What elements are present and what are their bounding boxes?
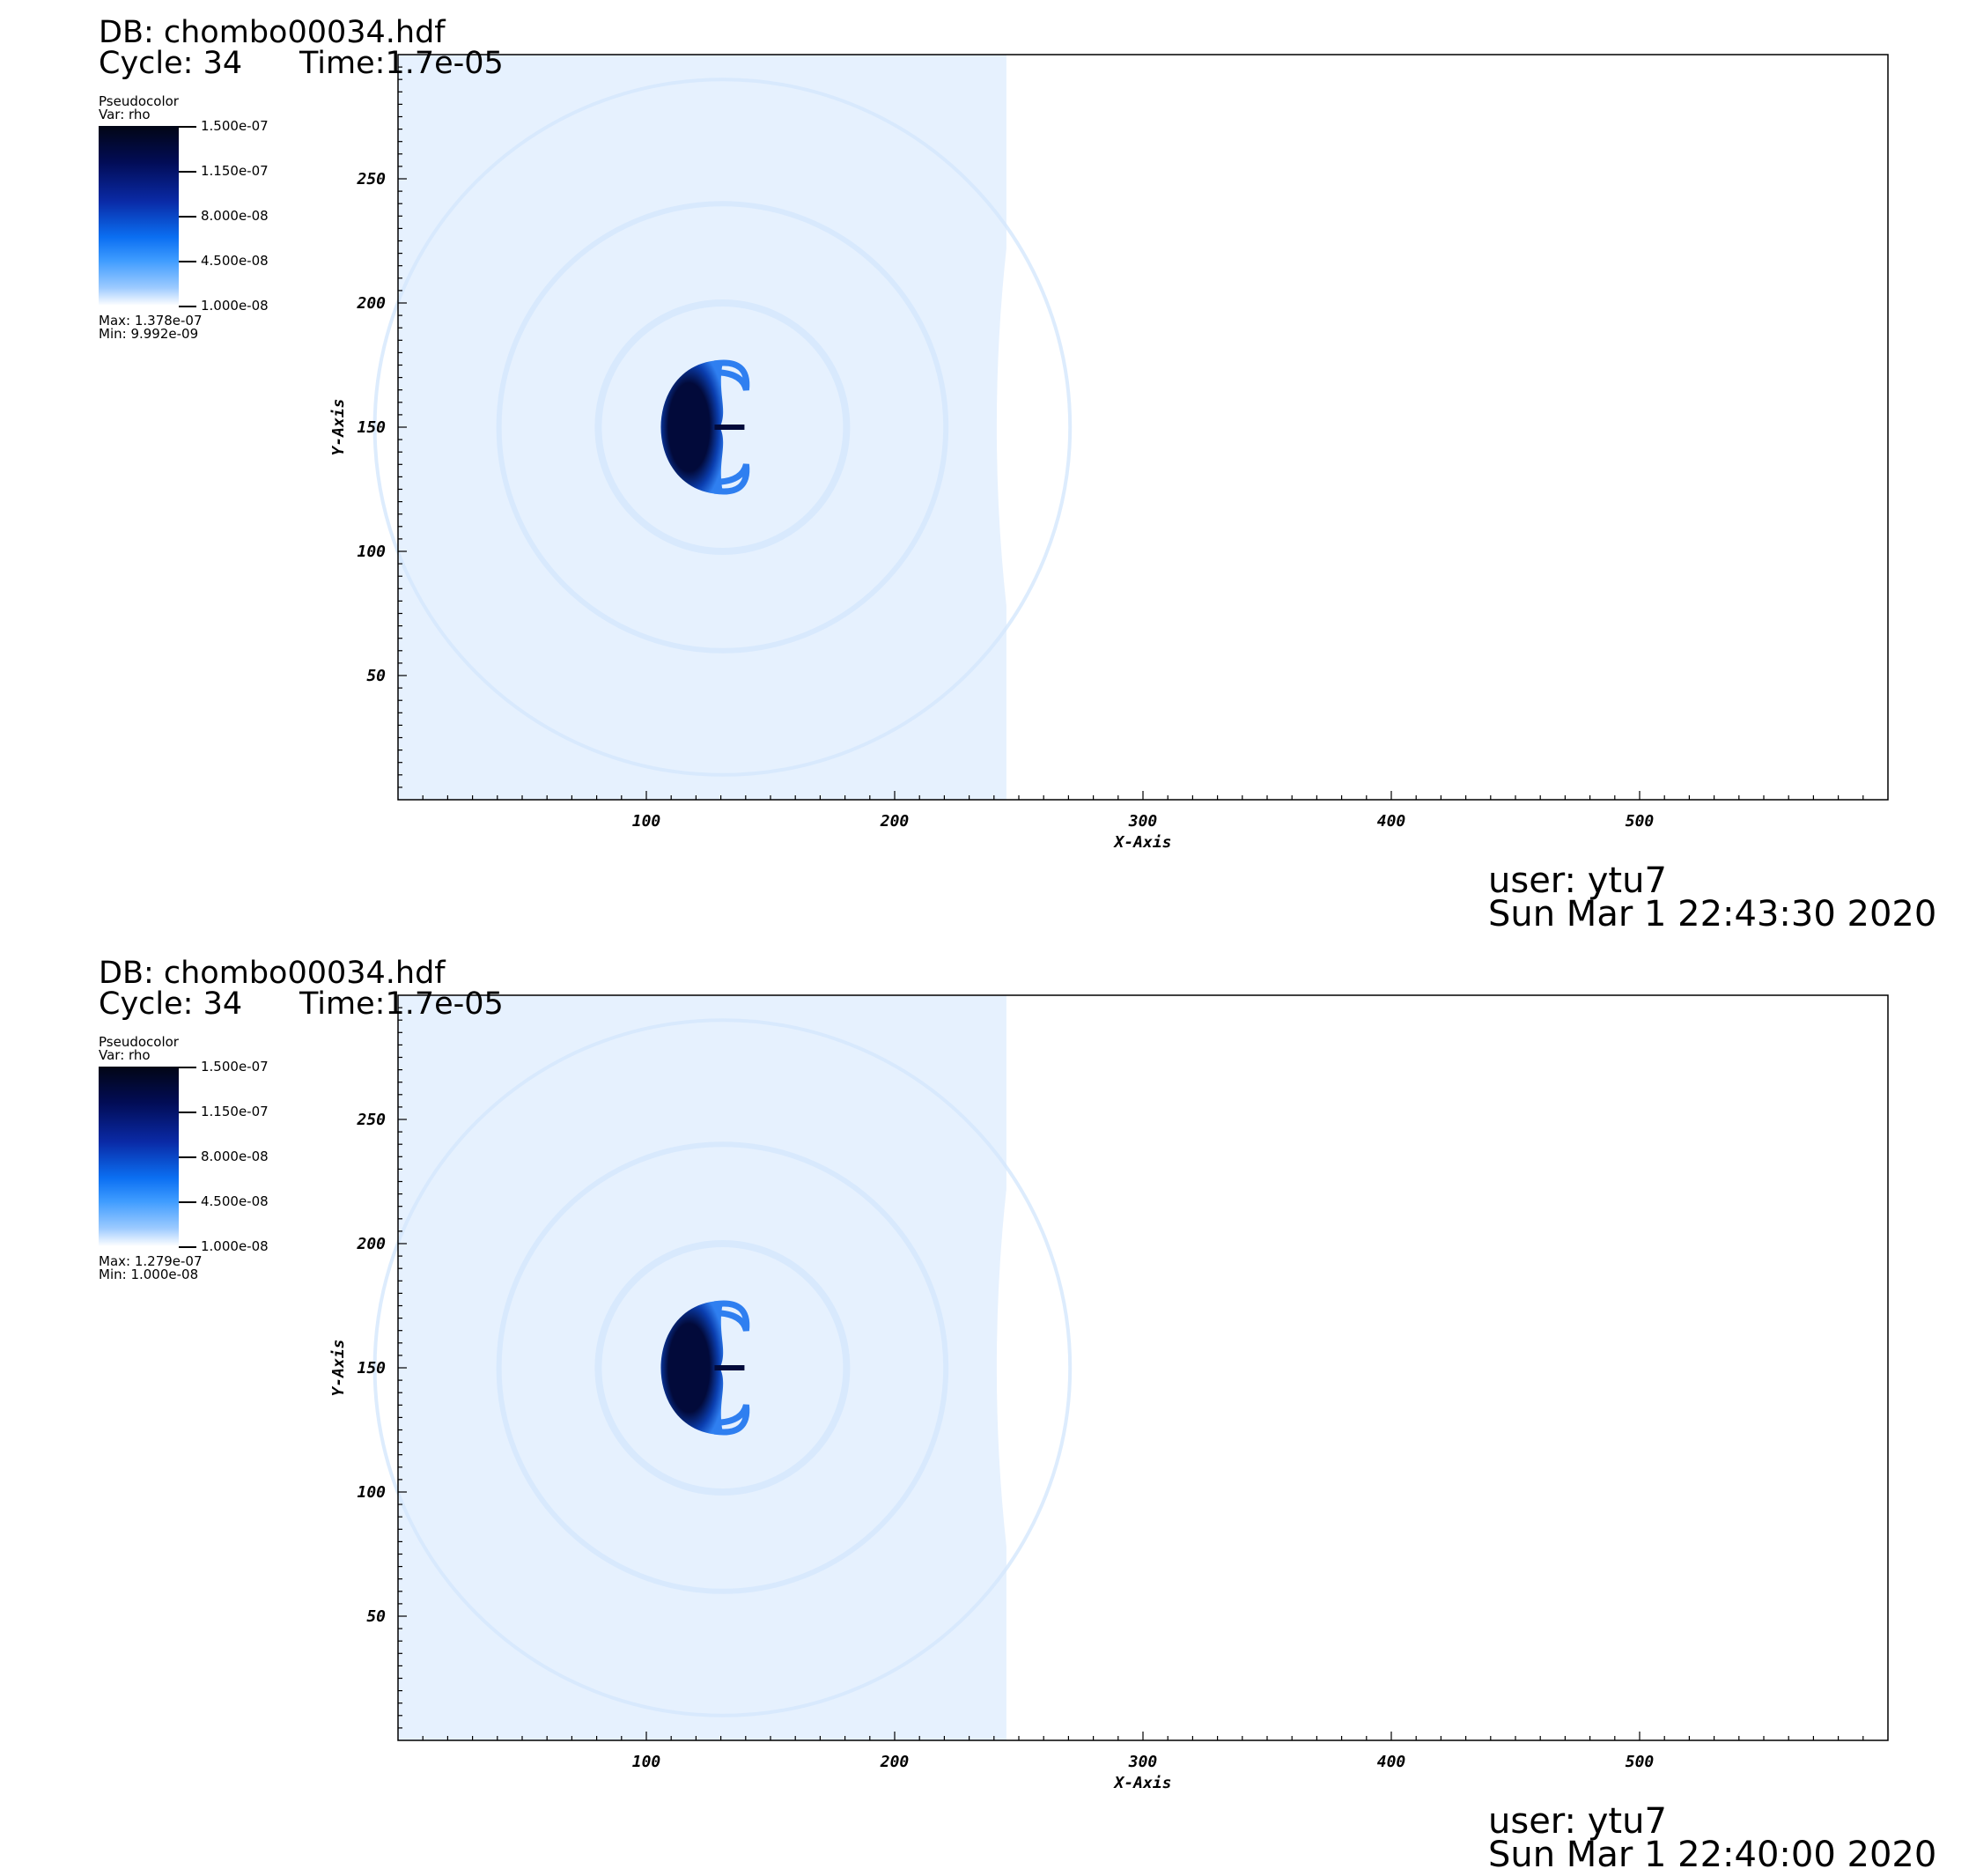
legend-plot-type: Pseudocolor: [99, 93, 179, 109]
colorbar-tick: [179, 126, 196, 128]
colorbar-tick: [179, 1112, 196, 1113]
colorbar-label: 1.000e-08: [201, 298, 269, 314]
y-tick-label: 100: [357, 543, 386, 561]
blob-tip-top: [713, 359, 750, 391]
time-label: Time:1.7e-05: [299, 46, 504, 81]
x-tick-label: 300: [1128, 1753, 1158, 1771]
colorbar-label: 8.000e-08: [201, 208, 269, 224]
plot-panel-1: 100 200 300 400 500 50 100 150 200 250 X-Axis Y-Axi…: [0, 0, 1976, 935]
legend-plot-type: Pseudocolor: [99, 1034, 179, 1050]
colorbar-label: 1.150e-07: [201, 1104, 269, 1119]
y-tick-label: 100: [357, 1483, 386, 1502]
colorbar-tick: [179, 171, 196, 173]
blob-spike: [714, 1365, 745, 1370]
colorbar: [99, 126, 179, 306]
legend-min: Min: 1.000e-08: [99, 1267, 199, 1282]
y-tick-label: 200: [356, 294, 386, 313]
cycle-label: Cycle: 34: [99, 986, 243, 1022]
density-ring: [496, 1141, 949, 1594]
colorbar-tick: [179, 216, 196, 218]
date-label: Sun Mar 1 22:43:30 2020: [1488, 894, 1937, 934]
x-tick-label: 500: [1626, 812, 1655, 831]
density-ring: [372, 78, 1073, 777]
density-ring: [496, 201, 949, 654]
colorbar-label: 1.150e-07: [201, 163, 269, 179]
colorbar-tick: [179, 1156, 196, 1158]
blob-tip-top: [713, 1300, 750, 1332]
x-tick-label: 400: [1377, 1753, 1406, 1771]
cycle-label: Cycle: 34: [99, 46, 243, 81]
y-tick-label: 50: [366, 1607, 386, 1626]
density-ring: [372, 1018, 1073, 1717]
legend-var: Var: rho: [99, 107, 151, 122]
user-label: user: ytu7: [1488, 860, 1667, 901]
x-tick-label: 400: [1377, 812, 1406, 831]
legend-var: Var: rho: [99, 1047, 151, 1063]
colorbar-tick: [179, 1201, 196, 1203]
x-tick-label: 200: [880, 812, 910, 831]
heatmap-plot-1: 100 200 300 400 500 50 100 150 200 250 X-Axis Y-Axi…: [329, 54, 1889, 852]
y-axis-title: Y-Axis: [329, 398, 348, 455]
time-label: Time:1.7e-05: [299, 986, 504, 1022]
y-tick-label: 50: [366, 667, 386, 685]
date-label: Sun Mar 1 22:40:00 2020: [1488, 1835, 1937, 1875]
colorbar-tick: [179, 306, 196, 307]
x-tick-label: 200: [880, 1753, 910, 1771]
db-label: DB: chombo00034.hdf: [99, 15, 446, 50]
user-label: user: ytu7: [1488, 1801, 1667, 1842]
colorbar-label: 1.000e-08: [201, 1238, 269, 1254]
y-tick-label: 250: [356, 170, 386, 188]
blob-tip-bottom: [713, 463, 750, 495]
plot-panel-2: 100 200 300 400 500 50 100 150 200 250 X-Axis Y-Axi…: [0, 941, 1976, 1876]
dense-blob: [660, 359, 724, 495]
colorbar: [99, 1067, 179, 1246]
colorbar-label: 1.500e-07: [201, 1059, 269, 1075]
colorbar-label: 1.500e-07: [201, 118, 269, 134]
colorbar-tick: [179, 261, 196, 262]
y-tick-label: 200: [356, 1235, 386, 1253]
y-tick-label: 250: [356, 1111, 386, 1129]
colorbar-label: 8.000e-08: [201, 1148, 269, 1164]
x-tick-label: 100: [632, 1753, 661, 1771]
x-tick-label: 100: [632, 812, 661, 831]
y-tick-label: 150: [357, 418, 386, 437]
colorbar-label: 4.500e-08: [201, 253, 269, 269]
blob-spike: [714, 425, 745, 430]
db-label: DB: chombo00034.hdf: [99, 956, 446, 991]
colorbar-label: 4.500e-08: [201, 1193, 269, 1209]
x-axis-title: X-Axis: [1112, 833, 1171, 852]
blob-tip-bottom: [713, 1404, 750, 1436]
y-axis-title: Y-Axis: [329, 1339, 348, 1396]
density-ring: [594, 299, 851, 555]
dense-blob: [660, 1300, 724, 1436]
heatmap-plot-2: 100 200 300 400 500 50 100 150 200 250 X-Axis Y-Axi…: [329, 994, 1889, 1792]
x-axis-title: X-Axis: [1112, 1774, 1171, 1792]
legend-min: Min: 9.992e-09: [99, 326, 199, 342]
colorbar-tick: [179, 1246, 196, 1248]
density-ring: [594, 1240, 851, 1496]
y-tick-label: 150: [357, 1359, 386, 1377]
x-tick-label: 300: [1128, 812, 1158, 831]
x-tick-label: 500: [1626, 1753, 1655, 1771]
colorbar-tick: [179, 1067, 196, 1068]
legend-max: Max: 1.279e-07: [99, 1253, 203, 1269]
legend-max: Max: 1.378e-07: [99, 313, 203, 329]
